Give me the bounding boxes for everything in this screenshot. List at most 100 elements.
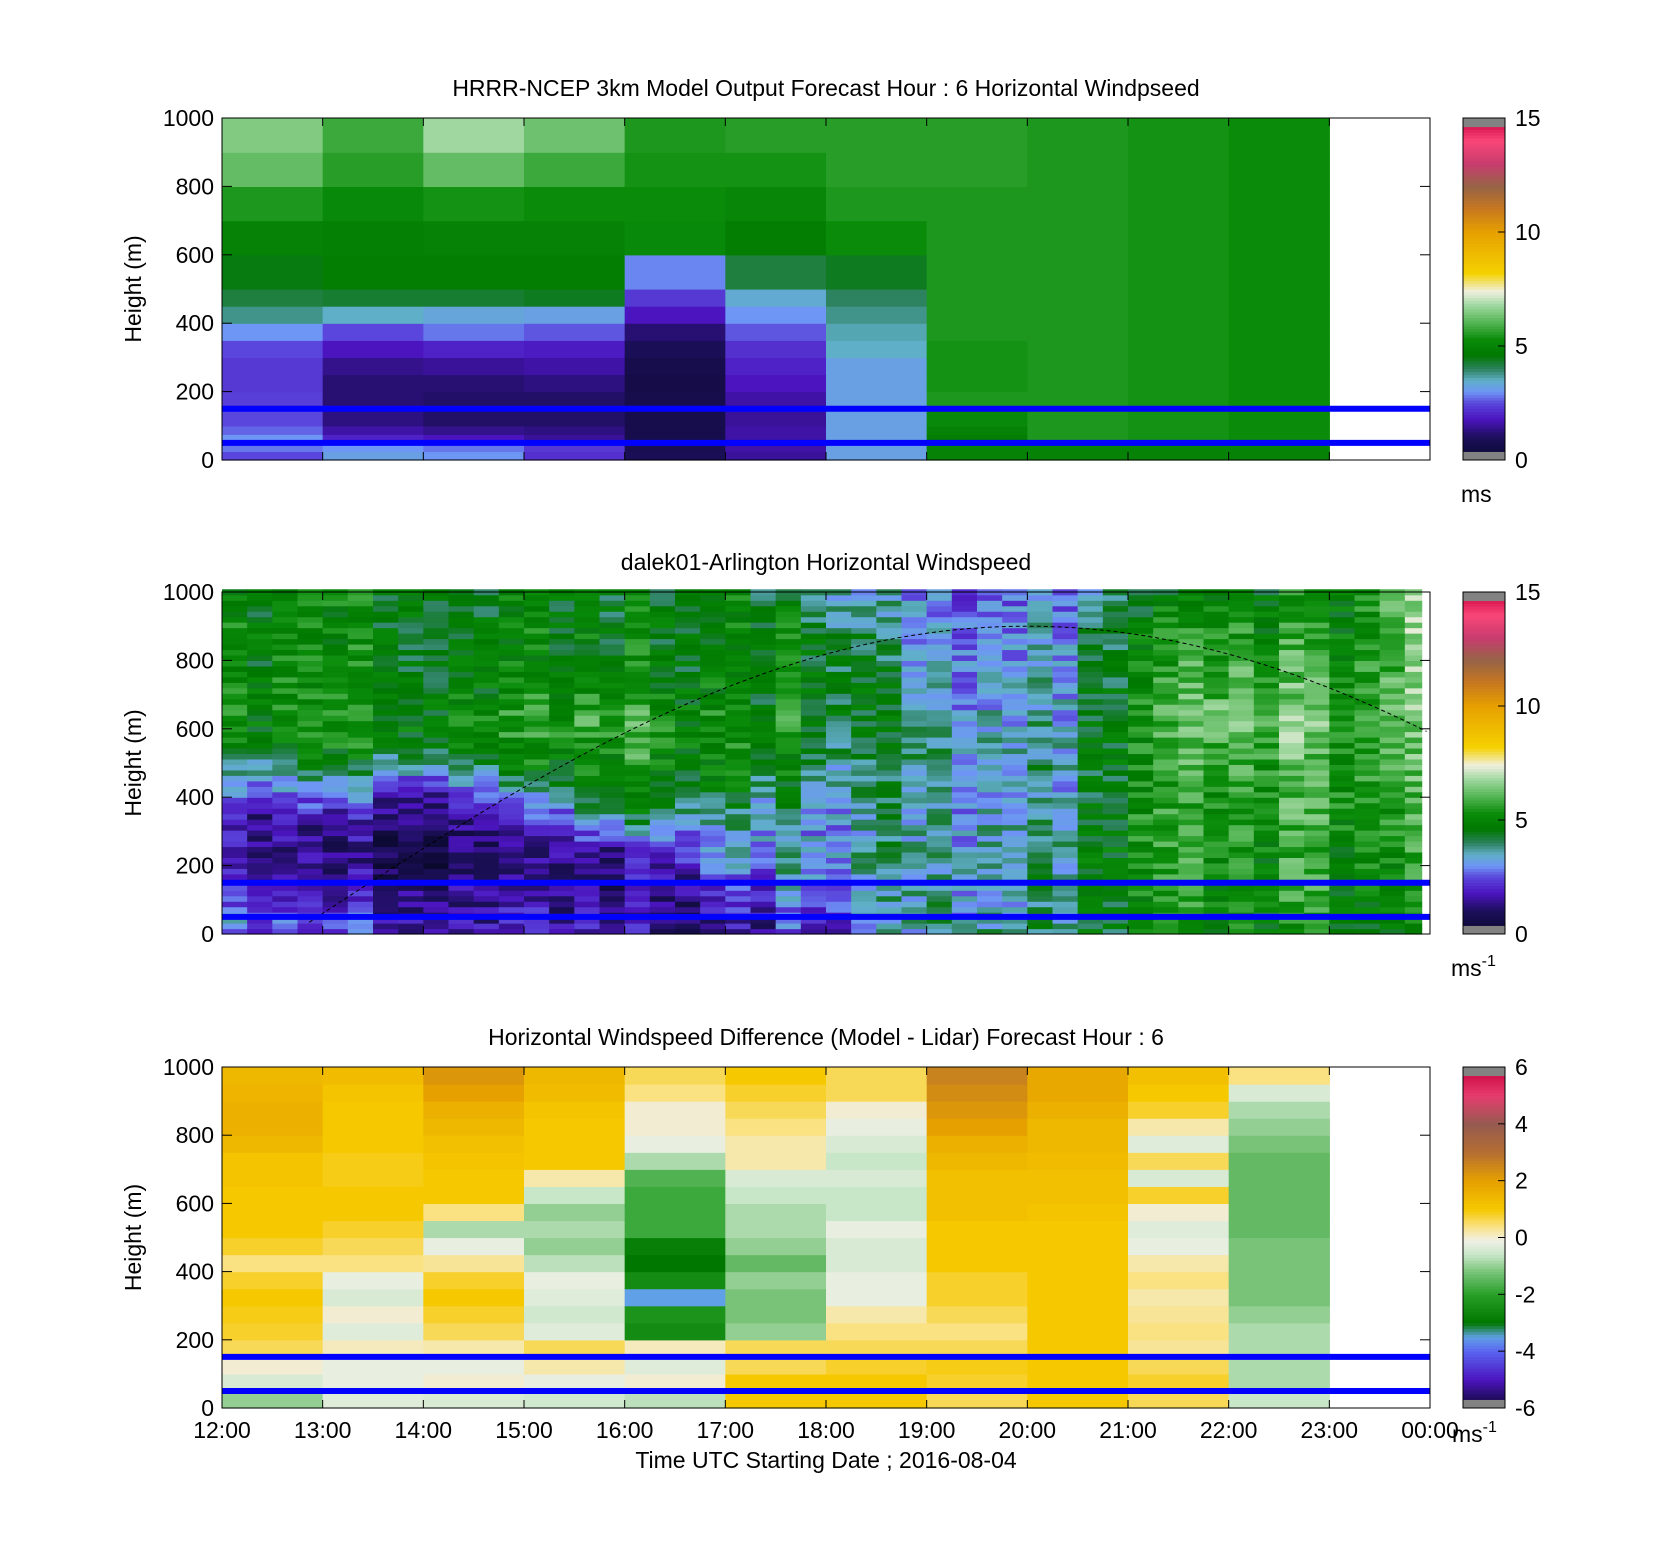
colorbar-segment [1463, 1302, 1505, 1307]
heatmap-cell [373, 846, 399, 853]
heatmap-cell [222, 917, 248, 924]
heatmap-cell [775, 747, 802, 755]
heatmap-cell [901, 742, 928, 749]
heatmap-cell [826, 323, 928, 341]
heatmap-cell [1077, 693, 1104, 700]
heatmap-cell [247, 819, 273, 826]
heatmap-cell [1379, 616, 1406, 623]
heatmap-cell [549, 835, 575, 842]
heatmap-cell [398, 769, 424, 776]
heatmap-cell [1354, 775, 1381, 782]
heatmap-cell [725, 323, 827, 341]
heatmap-cell [1153, 742, 1179, 749]
heatmap-cell [901, 895, 928, 902]
heatmap-cell [498, 611, 525, 618]
heatmap-cell [851, 775, 877, 782]
heatmap-cell [951, 605, 978, 612]
heatmap-cell [977, 808, 1003, 815]
heatmap-cell [826, 901, 852, 908]
heatmap-cell [800, 611, 827, 618]
heatmap-cell [1153, 862, 1179, 869]
heatmap-cell [1253, 671, 1280, 678]
heatmap-cell [1354, 709, 1381, 716]
heatmap-cell [800, 742, 827, 749]
heatmap-cell [725, 611, 752, 618]
heatmap-cell [1329, 835, 1356, 842]
heatmap-cell [775, 643, 802, 651]
heatmap-cell [901, 884, 928, 891]
heatmap-cell [1354, 764, 1381, 771]
heatmap-cell [926, 709, 953, 716]
heatmap-cell [1228, 1152, 1330, 1170]
heatmap-cell [524, 758, 550, 765]
heatmap-cell [222, 819, 248, 826]
heatmap-cell [1354, 676, 1381, 683]
heatmap-cell [1128, 1305, 1230, 1324]
heatmap-cell [1128, 676, 1154, 683]
heatmap-cell [549, 780, 575, 787]
heatmap-cell [297, 928, 324, 935]
heatmap-cell [1002, 906, 1028, 913]
colorbar-segment [1463, 925, 1505, 929]
heatmap-cell [574, 835, 601, 842]
heatmap-cell [926, 434, 1028, 444]
heatmap-cell [1404, 901, 1423, 908]
heatmap-cell [247, 857, 273, 864]
heatmap-cell [524, 808, 550, 815]
heatmap-cell [926, 660, 953, 667]
colorbar-segment [1463, 254, 1505, 259]
heatmap-cell [222, 797, 248, 804]
heatmap-cell [901, 835, 928, 842]
heatmap-cell [574, 638, 601, 645]
heatmap-cell [1128, 720, 1154, 727]
heatmap-cell [1404, 835, 1423, 842]
heatmap-cell [448, 665, 475, 672]
heatmap-cell [1404, 802, 1423, 809]
heatmap-cell [675, 830, 701, 837]
heatmap-cell [448, 928, 475, 935]
heatmap-cell [322, 1169, 424, 1187]
panel-2: dalek01-Arlington Horizontal Windspeed02… [120, 549, 1541, 981]
heatmap-cell [851, 824, 877, 831]
heatmap-cell [524, 671, 550, 678]
heatmap-cell [800, 676, 827, 683]
heatmap-cell [624, 1203, 726, 1222]
heatmap-cell [1379, 840, 1406, 848]
heatmap-cell [1027, 633, 1054, 640]
heatmap-cell [826, 830, 852, 837]
heatmap-cell [1354, 649, 1381, 656]
heatmap-cell [373, 857, 399, 864]
heatmap-cell [1279, 682, 1305, 689]
heatmap-cell [1077, 824, 1104, 831]
heatmap-cell [222, 118, 324, 153]
x-tick-label: 12:00 [193, 1417, 251, 1443]
heatmap-cell [524, 627, 550, 634]
heatmap-cell [398, 873, 424, 880]
heatmap-cell [675, 802, 701, 809]
heatmap-cell [247, 840, 273, 848]
heatmap-cell [423, 1373, 525, 1392]
heatmap-cell [272, 802, 299, 809]
heatmap-cell [1052, 846, 1079, 853]
heatmap-cell [599, 638, 626, 645]
heatmap-cell [297, 737, 324, 744]
heatmap-cell [649, 627, 676, 634]
heatmap-cell [1379, 671, 1406, 678]
heatmap-cell [1153, 769, 1179, 776]
heatmap-cell [423, 1186, 525, 1204]
heatmap-cell [649, 758, 676, 765]
heatmap-cell [725, 186, 827, 222]
heatmap-cell [926, 1101, 1028, 1119]
heatmap-cell [448, 862, 475, 869]
heatmap-cell [1279, 698, 1305, 705]
y-tick-label: 600 [176, 242, 214, 268]
heatmap-cell [247, 835, 273, 842]
heatmap-cell [347, 775, 374, 782]
colorbar-tick-label: 10 [1515, 219, 1541, 245]
heatmap-cell [599, 720, 626, 727]
heatmap-cell [1253, 654, 1280, 661]
colorbar-segment [1463, 654, 1505, 659]
heatmap-cell [549, 819, 575, 826]
heatmap-cell [347, 895, 374, 902]
heatmap-cell [1002, 923, 1028, 930]
